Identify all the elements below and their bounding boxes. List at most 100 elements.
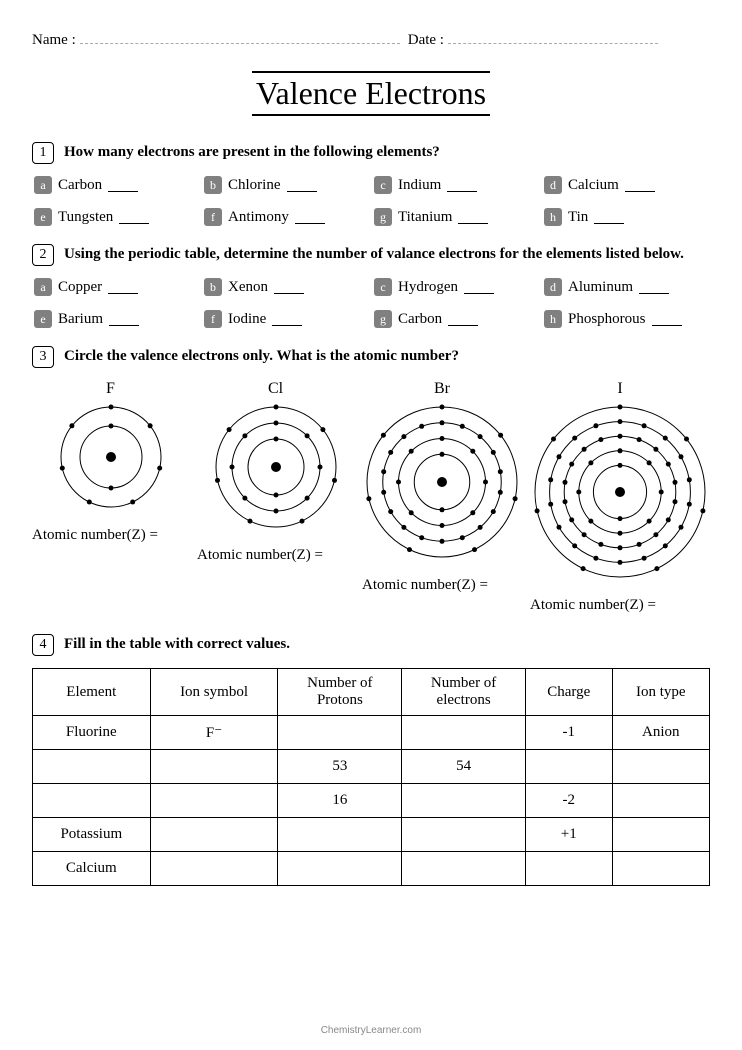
element-name: Iodine — [228, 311, 266, 328]
question-block: 1 How many electrons are present in the … — [32, 142, 710, 226]
atomic-number-prompt[interactable]: Atomic number(Z) = — [32, 525, 189, 546]
element-name: Xenon — [228, 279, 268, 296]
table-cell[interactable]: 54 — [402, 750, 526, 784]
table-row: 5354 — [33, 750, 710, 784]
answer-blank[interactable] — [458, 210, 488, 224]
sub-item: b Chlorine — [204, 176, 370, 194]
answer-blank[interactable] — [447, 178, 477, 192]
question-block: 4 Fill in the table with correct values.… — [32, 634, 710, 886]
element-name: Titanium — [398, 209, 452, 226]
answer-blank[interactable] — [639, 280, 669, 294]
table-cell[interactable] — [612, 750, 709, 784]
sub-letter-badge: g — [374, 208, 392, 226]
table-cell[interactable] — [402, 852, 526, 886]
table-cell[interactable] — [150, 750, 278, 784]
atom-symbol: I — [530, 380, 710, 398]
date-blank[interactable] — [448, 28, 658, 44]
title-wrap: Valence Electrons — [32, 71, 710, 116]
atomic-number-prompt[interactable]: Atomic number(Z) = — [530, 595, 710, 616]
table-cell[interactable] — [525, 750, 612, 784]
table-cell[interactable]: Anion — [612, 716, 709, 750]
table-cell[interactable] — [525, 852, 612, 886]
table-cell[interactable] — [33, 750, 151, 784]
sub-item: f Iodine — [204, 310, 370, 328]
atom-symbol: F — [32, 380, 189, 398]
table-cell[interactable] — [278, 716, 402, 750]
table-header: Number ofProtons — [278, 669, 402, 716]
element-name: Calcium — [568, 177, 619, 194]
table-cell[interactable] — [150, 818, 278, 852]
sub-item: f Antimony — [204, 208, 370, 226]
element-name: Carbon — [398, 311, 442, 328]
answer-blank[interactable] — [108, 178, 138, 192]
sub-letter-badge: e — [34, 208, 52, 226]
atom-diagram — [211, 402, 341, 532]
table-cell[interactable] — [402, 716, 526, 750]
table-cell[interactable] — [402, 784, 526, 818]
sub-item: a Copper — [34, 278, 200, 296]
sub-item: a Carbon — [34, 176, 200, 194]
sub-item: c Indium — [374, 176, 540, 194]
answer-blank[interactable] — [287, 178, 317, 192]
sub-item: h Tin — [544, 208, 710, 226]
table-row: Potassium +1 — [33, 818, 710, 852]
sub-letter-badge: d — [544, 176, 562, 194]
answer-blank[interactable] — [108, 280, 138, 294]
table-cell[interactable]: 53 — [278, 750, 402, 784]
answer-blank[interactable] — [295, 210, 325, 224]
sub-item-grid: a Carbon b Chlorine c Indium d Calcium e — [32, 176, 710, 226]
table-header: Charge — [525, 669, 612, 716]
sub-letter-badge: f — [204, 208, 222, 226]
element-name: Aluminum — [568, 279, 633, 296]
sub-item: e Barium — [34, 310, 200, 328]
sub-item-grid: a Copper b Xenon c Hydrogen d Aluminum e — [32, 278, 710, 328]
answer-blank[interactable] — [274, 280, 304, 294]
element-name: Barium — [58, 311, 103, 328]
footer-credit: ChemistryLearner.com — [0, 1025, 742, 1036]
sub-letter-badge: h — [544, 208, 562, 226]
answer-blank[interactable] — [652, 312, 682, 326]
atom-cell: Cl Atomic number(Z) = — [197, 380, 354, 616]
table-cell[interactable] — [278, 818, 402, 852]
answer-blank[interactable] — [448, 312, 478, 326]
answer-blank[interactable] — [109, 312, 139, 326]
sub-letter-badge: f — [204, 310, 222, 328]
table-cell[interactable]: Potassium — [33, 818, 151, 852]
table-cell[interactable]: Fluorine — [33, 716, 151, 750]
answer-blank[interactable] — [464, 280, 494, 294]
sub-letter-badge: g — [374, 310, 392, 328]
sub-item: d Calcium — [544, 176, 710, 194]
atom-cell: F Atomic number(Z) = — [32, 380, 189, 616]
table-cell[interactable] — [33, 784, 151, 818]
date-field[interactable]: Date : — [408, 28, 658, 49]
table-cell[interactable] — [612, 818, 709, 852]
sub-item: g Carbon — [374, 310, 540, 328]
table-cell[interactable] — [612, 852, 709, 886]
table-cell[interactable] — [150, 852, 278, 886]
sub-letter-badge: a — [34, 278, 52, 296]
table-cell[interactable] — [402, 818, 526, 852]
name-field[interactable]: Name : — [32, 28, 400, 49]
table-header: Number ofelectrons — [402, 669, 526, 716]
table-cell[interactable]: -2 — [525, 784, 612, 818]
table-cell[interactable] — [612, 784, 709, 818]
table-cell[interactable]: 16 — [278, 784, 402, 818]
atomic-number-prompt[interactable]: Atomic number(Z) = — [197, 545, 354, 566]
answer-blank[interactable] — [594, 210, 624, 224]
table-row: 16 -2 — [33, 784, 710, 818]
atoms-row: F Atomic number(Z) =Cl Atomic number(Z) … — [32, 380, 710, 616]
table-cell[interactable] — [278, 852, 402, 886]
table-cell[interactable] — [150, 784, 278, 818]
table-cell[interactable]: +1 — [525, 818, 612, 852]
atom-cell: Br Atomic number(Z) = — [362, 380, 522, 616]
atom-diagram — [362, 402, 522, 562]
atomic-number-prompt[interactable]: Atomic number(Z) = — [362, 575, 522, 596]
table-cell[interactable]: -1 — [525, 716, 612, 750]
answer-blank[interactable] — [625, 178, 655, 192]
answer-blank[interactable] — [119, 210, 149, 224]
table-cell[interactable]: F⁻ — [150, 716, 278, 750]
name-blank[interactable] — [80, 28, 400, 44]
sub-letter-badge: e — [34, 310, 52, 328]
answer-blank[interactable] — [272, 312, 302, 326]
table-cell[interactable]: Calcium — [33, 852, 151, 886]
